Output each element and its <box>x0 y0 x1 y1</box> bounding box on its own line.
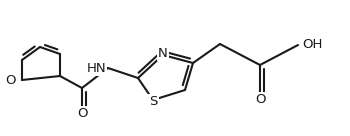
Text: HN: HN <box>86 61 106 75</box>
Text: N: N <box>158 47 168 60</box>
Text: O: O <box>255 93 265 106</box>
Text: OH: OH <box>302 38 322 52</box>
Text: O: O <box>6 73 16 86</box>
Text: O: O <box>77 107 87 120</box>
Text: S: S <box>149 95 157 108</box>
